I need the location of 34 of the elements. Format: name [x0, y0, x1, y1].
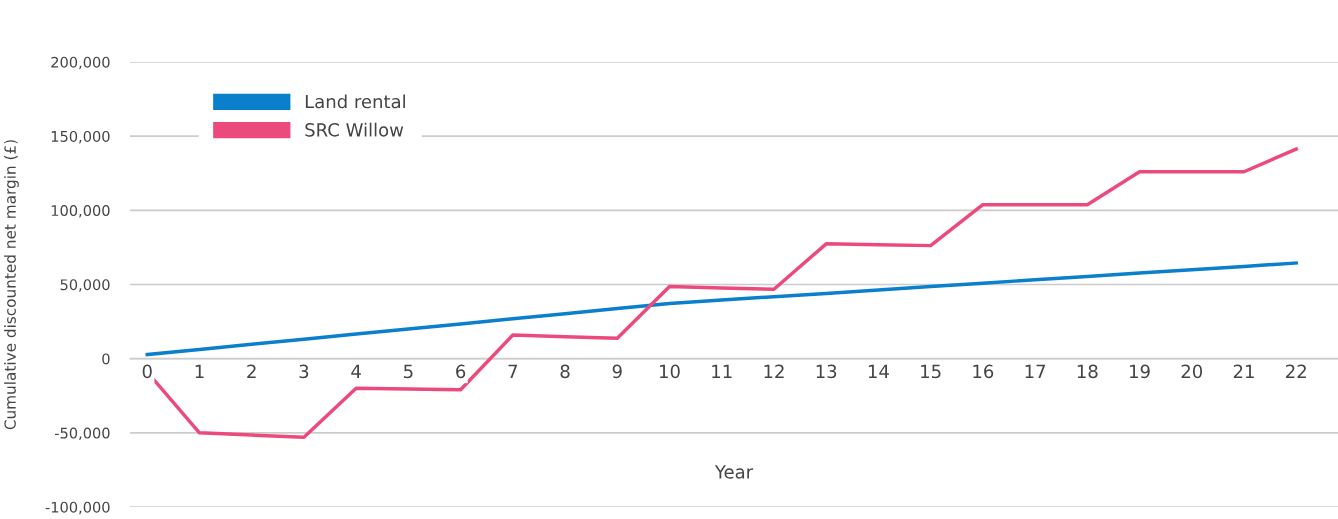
x-tick-label: 2 [247, 364, 256, 378]
y-tick-label: -50,000 [54, 427, 110, 441]
x-tick-label: 6 [456, 364, 466, 379]
y-tick-label: 200,000 [51, 56, 110, 70]
y-tick-label: 50,000 [60, 279, 110, 292]
x-tick-label: 19 [1130, 364, 1150, 379]
x-tick-label: 21 [1233, 364, 1254, 378]
x-tick-label: 10 [660, 364, 680, 379]
x-tick-label: 18 [1077, 364, 1098, 379]
x-tick-label: 5 [404, 364, 413, 379]
x-tick-label: 9 [612, 364, 622, 379]
x-tick-label: 4 [351, 364, 361, 378]
x-tick-label: 13 [816, 364, 837, 379]
x-tick-label: 14 [868, 364, 889, 378]
y-tick-label: -100,000 [45, 501, 110, 515]
x-tick-label: 1 [195, 364, 204, 378]
x-tick-label: 17 [1025, 364, 1046, 378]
x-axis-title: Year [714, 465, 754, 479]
x-tick-label: 7 [508, 364, 518, 378]
x-tick-label: 11 [712, 364, 732, 378]
legend-label: Land rental [305, 94, 405, 109]
x-tick-label: 15 [921, 364, 941, 379]
x-tick-label: 8 [560, 364, 570, 379]
legend-label: SRC Willow [305, 122, 404, 137]
x-tick-label: 12 [764, 364, 784, 378]
x-tick-label: 20 [1181, 364, 1203, 379]
y-tick-label: 100,000 [51, 205, 110, 218]
x-tick-label: 3 [299, 364, 309, 379]
line-series [145, 261, 1298, 357]
y-tick-label: 150,000 [51, 130, 110, 144]
x-tick-label: 22 [1286, 364, 1306, 378]
x-tick-label: 16 [973, 364, 994, 379]
y-tick-label: 0 [102, 353, 110, 365]
y-axis-title: Cumulative discounted net margin (£) [4, 140, 19, 430]
